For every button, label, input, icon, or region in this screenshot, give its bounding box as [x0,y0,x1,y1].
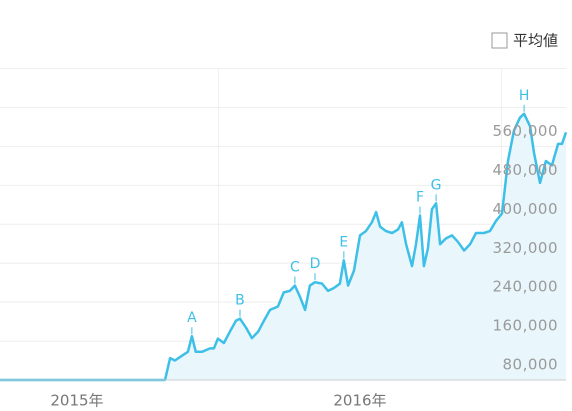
y-tick-label: 400,000 [492,200,558,218]
line [0,112,568,382]
annotation-label: D [310,256,321,272]
annotation-label: E [339,234,348,250]
y-tick-label: 560,000 [492,122,558,140]
annotation-label: A [187,310,197,326]
annotation-label: B [235,293,245,309]
x-tick-label: 2016年 [333,392,386,410]
annotation-label: G [431,177,442,193]
area [0,113,566,381]
y-tick-label: 80,000 [503,356,559,374]
y-tick-label: 320,000 [492,239,558,257]
annotation-label: C [290,260,300,276]
annotation-label: F [416,189,424,205]
average-checkbox[interactable] [491,32,508,49]
y-tick-label: 160,000 [492,317,558,335]
y-tick-label: 480,000 [492,161,558,179]
annotation-label: H [519,88,530,104]
x-tick-label: 2015年 [50,392,103,410]
y-tick-label: 240,000 [492,278,558,296]
average-checkbox-label[interactable]: 平均値 [513,32,558,50]
